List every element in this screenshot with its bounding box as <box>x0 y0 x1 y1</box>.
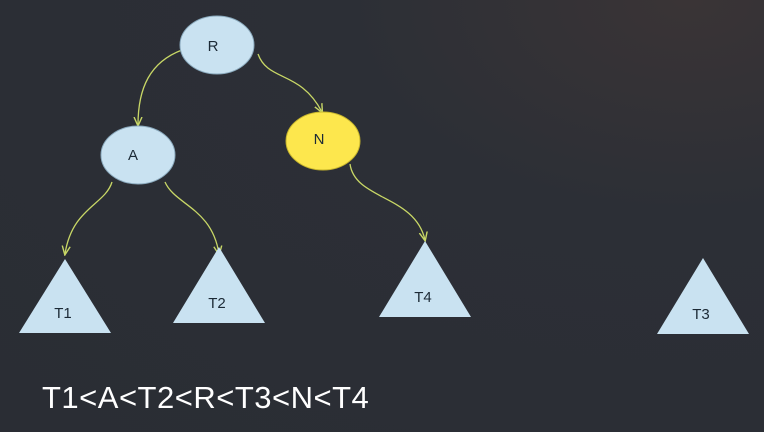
node-r-shape <box>179 15 255 75</box>
edge-n-to-t4 <box>349 163 425 240</box>
node-n: N <box>285 111 361 171</box>
node-r-label: R <box>208 38 219 55</box>
subtree-t4-label: T4 <box>414 289 432 306</box>
node-n-label: N <box>314 131 325 148</box>
subtree-t4-shape <box>379 241 471 317</box>
subtree-t3-label: T3 <box>692 306 710 323</box>
node-a-label: A <box>128 147 138 164</box>
edge-a-to-t2 <box>164 181 219 254</box>
edge-a-to-t1 <box>65 181 113 254</box>
edge-r-to-n <box>257 53 322 112</box>
subtree-t1: T1 <box>19 259 111 333</box>
subtree-t3-shape <box>657 258 749 334</box>
node-a-shape <box>100 125 176 185</box>
ordering-caption: T1<A<T2<R<T3<N<T4 <box>42 380 370 415</box>
node-n-shape <box>285 111 361 171</box>
subtree-t2-label: T2 <box>208 295 226 312</box>
subtree-t2: T2 <box>173 247 265 323</box>
subtree-t3: T3 <box>657 258 749 334</box>
subtree-t2-shape <box>173 247 265 323</box>
node-a: A <box>100 125 176 185</box>
subtree-t4: T4 <box>379 241 471 317</box>
node-r: R <box>179 15 255 75</box>
subtree-t1-shape <box>19 259 111 333</box>
subtree-t1-label: T1 <box>54 305 72 322</box>
edge-r-to-a <box>138 49 183 125</box>
